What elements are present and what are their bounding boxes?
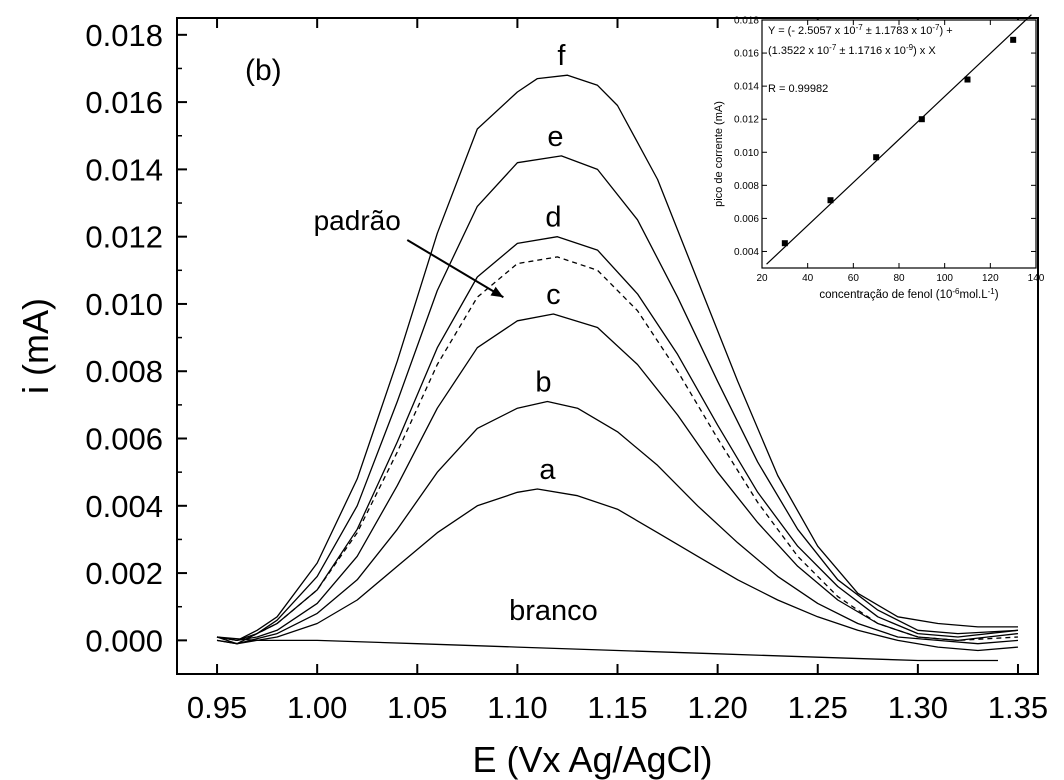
series-line-b (216, 400, 1019, 645)
inset-frame (761, 19, 1037, 269)
inset-y-tick-label: 0.018 (734, 16, 759, 27)
curve-label: c (546, 279, 561, 311)
inset-y-tick-label: 0.016 (734, 49, 759, 60)
inset-fit-line (766, 14, 1032, 265)
series-line-a (216, 488, 1019, 652)
inset-data-point (918, 116, 925, 123)
series-line-branco (216, 636, 998, 662)
series-line-d (216, 236, 1019, 642)
x-axis-label: E (Vx Ag/AgCl) (472, 739, 712, 780)
y-tick-label: 0.002 (85, 556, 163, 591)
series-line-e (216, 155, 1019, 645)
x-tick-label: 1.05 (387, 690, 447, 725)
curve-label: e (547, 121, 563, 153)
main-plot: 0.95 1.00 1.05 1.10 1.15 1.20 1.25 1.30 1.35 0.00… (15, 17, 1048, 780)
inset-x-axis-label: concentração de fenol (10-6mol.L-1) (819, 287, 998, 302)
inset-plot: 20 40 60 80 100 120 140 0.004 0.006 0.008 0.010 0.0… (713, 14, 1045, 302)
x-tick-label: 1.35 (988, 690, 1048, 725)
curve-label: f (557, 40, 566, 72)
curve-label: a (539, 454, 556, 486)
inset-y-tick-label: 0.010 (734, 148, 759, 159)
curve-label: b (535, 366, 551, 398)
y-tick-label: 0.014 (85, 152, 163, 187)
inset-y-axis-label: pico de corrente (mA) (713, 101, 725, 207)
inset-x-tick-label: 100 (936, 273, 953, 284)
inset-y-tick-label: 0.014 (734, 82, 759, 93)
y-tick-label: 0.012 (85, 220, 163, 255)
y-tick-label: 0.016 (85, 85, 163, 120)
y-tick-label: 0.000 (85, 623, 163, 658)
series-line-c (216, 313, 1019, 642)
inset-y-tick-label: 0.012 (734, 115, 759, 126)
y-tick-label: 0.004 (85, 489, 163, 524)
inset-equation-line2: (1.3522 x 10-7 ± 1.1716 x 10-9) x X (768, 43, 936, 58)
inset-x-tick-label: 60 (848, 273, 860, 284)
inset-x-tick-label: 40 (802, 273, 814, 284)
x-tick-label: 1.00 (287, 690, 347, 725)
inset-equation-line1: Y = (- 2.5057 x 10-7 ± 1.1783 x 10-7) + (768, 23, 953, 38)
curve-label: branco (509, 595, 598, 627)
inset-r-value: R = 0.99982 (768, 83, 828, 95)
curve-label: d (545, 202, 561, 234)
inset-x-tick-label: 20 (756, 273, 768, 284)
x-tick-label: 0.95 (187, 690, 247, 725)
panel-label: (b) (245, 54, 282, 87)
x-tick-label: 1.15 (587, 690, 647, 725)
inset-x-tick-label: 120 (982, 273, 999, 284)
y-tick-label: 0.010 (85, 287, 163, 322)
inset-data-point (781, 240, 788, 247)
annotation-label: padrão (314, 205, 401, 236)
inset-data-point (1010, 36, 1017, 43)
inset-y-tick-label: 0.004 (734, 247, 759, 258)
annotation-arrow (406, 239, 504, 299)
annotation-arrowhead (490, 286, 504, 298)
y-axis-label: i (mA) (15, 298, 56, 394)
inset-data-point (964, 76, 971, 83)
inset-x-tick-label: 80 (893, 273, 905, 284)
x-tick-label: 1.30 (888, 690, 948, 725)
y-tick-label: 0.008 (85, 354, 163, 389)
inset-x-tick-label: 140 (1028, 273, 1045, 284)
plot-frame (176, 17, 1039, 675)
inset-data-point (873, 154, 880, 161)
inset-y-tick-label: 0.008 (734, 181, 759, 192)
y-tick-label: 0.006 (85, 422, 163, 457)
inset-data-point (827, 197, 834, 204)
inset-y-tick-label: 0.006 (734, 214, 759, 225)
x-tick-label: 1.10 (487, 690, 547, 725)
x-tick-label: 1.20 (687, 690, 747, 725)
series-line-f (216, 74, 1018, 642)
series-line-padrão (236, 256, 1019, 645)
x-tick-label: 1.25 (788, 690, 848, 725)
y-tick-label: 0.018 (85, 18, 163, 53)
